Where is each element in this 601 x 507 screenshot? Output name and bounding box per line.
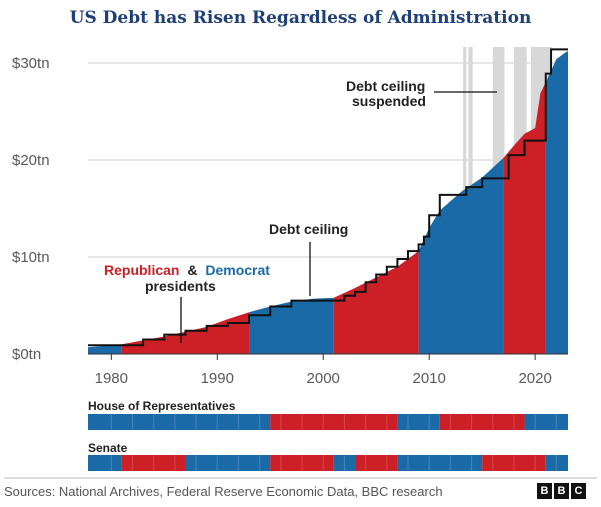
senate-segment-3 [270, 455, 334, 471]
senate-segment-5 [355, 455, 398, 471]
y-tick-label-10: $10tn [12, 249, 50, 266]
x-tick-label-2020: 2020 [518, 370, 551, 387]
annotation-presidents: presidents [145, 278, 216, 294]
x-tick-label-2010: 2010 [413, 370, 446, 387]
presidency-area-5 [503, 82, 546, 355]
annotation-republican: Republican [104, 262, 179, 278]
congress-bars [88, 414, 568, 471]
senate-segment-0 [88, 455, 122, 471]
annotation-ampersand: & [187, 262, 197, 278]
y-tick-label-20: $20tn [12, 152, 50, 169]
senate-segment-1 [121, 455, 186, 471]
y-tick-label-0: $0tn [12, 346, 41, 363]
presidency-area-6 [545, 51, 568, 355]
logo-letter-c: C [571, 483, 586, 499]
senate-segment-4 [333, 455, 356, 471]
senate-label: Senate [88, 441, 128, 455]
house-segment-4 [524, 414, 568, 430]
house-segment-3 [439, 414, 525, 430]
logo-letter-b1: B [537, 483, 552, 499]
house-segment-0 [88, 414, 271, 430]
annotation-democrat: Democrat [205, 262, 270, 278]
logo-letter-b2: B [554, 483, 569, 499]
x-tick-label-1990: 1990 [201, 370, 234, 387]
annotation-parties: Republican & Democrat [104, 262, 270, 278]
annotation-suspended-line2: suspended [352, 93, 426, 109]
bbc-logo: B B C [537, 483, 586, 499]
axes: $0tn $10tn $20tn $30tn 1980 1990 2000 2010 2020 [12, 55, 568, 387]
y-tick-label-30: $30tn [12, 55, 50, 72]
senate-segment-8 [545, 455, 568, 471]
house-label: House of Representatives [88, 399, 236, 413]
source-note: Sources: National Archives, Federal Rese… [4, 484, 443, 499]
presidency-area-3 [333, 251, 419, 354]
chart-title: US Debt has Risen Regardless of Administ… [69, 8, 532, 28]
x-tick-label-2000: 2000 [307, 370, 340, 387]
annotation-debt-ceiling: Debt ceiling [269, 221, 348, 237]
debt-ceiling-line [88, 48, 568, 347]
presidency-area-0 [88, 344, 122, 354]
presidency-area-4 [418, 158, 504, 354]
senate-segment-7 [482, 455, 546, 471]
debt-ceiling-path [88, 48, 568, 347]
debt-areas [88, 51, 568, 355]
house-segment-1 [270, 414, 398, 430]
house-segment-2 [397, 414, 440, 430]
x-tick-label-1980: 1980 [95, 370, 128, 387]
senate-segment-2 [185, 455, 271, 471]
senate-segment-6 [397, 455, 483, 471]
annotation-suspended-line1: Debt ceiling [346, 78, 425, 94]
